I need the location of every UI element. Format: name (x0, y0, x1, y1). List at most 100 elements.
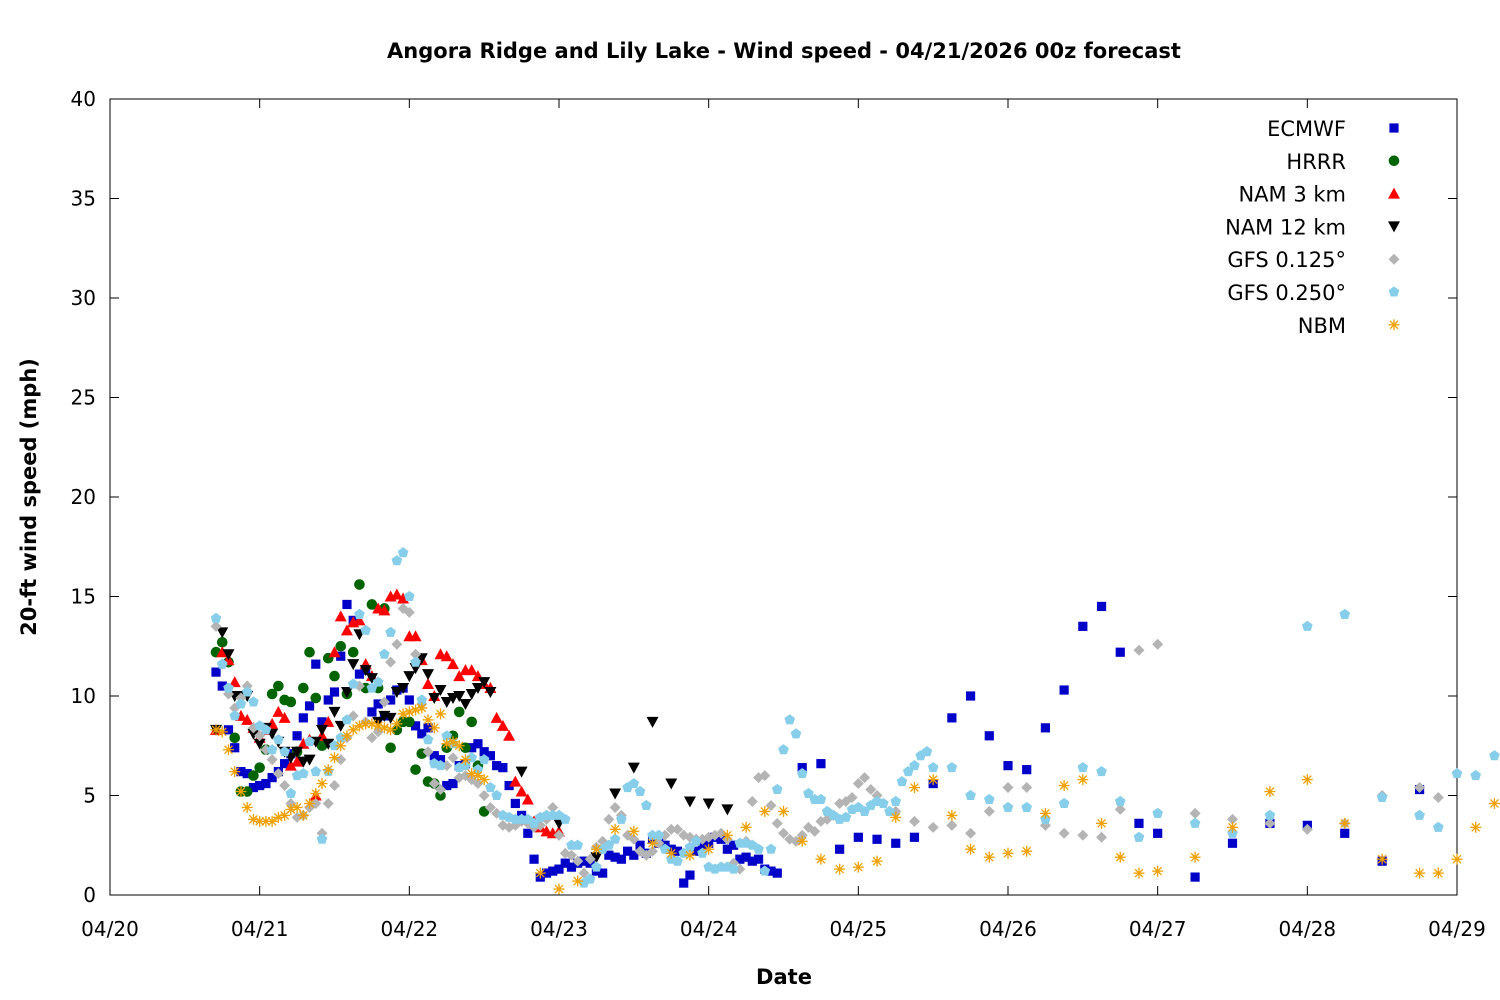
point-gfs-0-125 (1002, 782, 1014, 794)
point-ecmwf (1040, 723, 1051, 733)
point-gfs-0-125 (946, 819, 958, 831)
point-gfs-0-250 (372, 676, 384, 687)
point-nbm (590, 843, 602, 855)
point-gfs-0-125 (671, 823, 683, 835)
point-gfs-0-125 (609, 801, 621, 813)
legend-label-nam-12-km: NAM 12 km (1225, 215, 1346, 239)
point-nam-3-km (228, 676, 241, 688)
point-ecmwf (697, 840, 708, 850)
point-ecmwf (473, 739, 483, 749)
point-nbm (291, 801, 303, 813)
point-ecmwf (735, 854, 745, 864)
point-ecmwf (685, 870, 695, 880)
point-hrrr (460, 742, 471, 754)
point-ecmwf (298, 713, 308, 723)
point-nbm (1114, 851, 1126, 863)
legend-marker-nam-12-km (1388, 221, 1400, 233)
point-nbm (304, 797, 316, 809)
point-ecmwf (504, 780, 514, 791)
point-gfs-0-125 (859, 772, 871, 784)
point-gfs-0-125 (759, 770, 771, 782)
point-gfs-0-250 (435, 760, 446, 771)
point-ecmwf (541, 868, 552, 878)
point-ecmwf (311, 659, 321, 669)
point-hrrr (385, 742, 396, 754)
point-ecmwf (304, 701, 315, 711)
point-gfs-0-250 (304, 736, 315, 747)
point-nbm (241, 801, 253, 813)
point-nbm (360, 718, 372, 730)
point-hrrr (366, 599, 378, 610)
series-gfs-0-125 (210, 602, 1444, 879)
x-tick-label: 04/24 (680, 917, 738, 941)
point-nam-3-km (334, 610, 347, 622)
point-ecmwf (835, 844, 845, 854)
point-ecmwf (679, 878, 689, 888)
point-gfs-0-250 (784, 714, 796, 725)
point-hrrr (254, 762, 265, 773)
point-nbm (1096, 817, 1108, 829)
point-nbm (890, 811, 902, 823)
point-gfs-0-250 (697, 847, 708, 858)
legend-marker-ecmwf (1389, 123, 1399, 133)
x-tick-label: 04/25 (830, 917, 888, 941)
point-ecmwf (317, 717, 327, 727)
series-nam-12-km (210, 627, 734, 864)
point-nbm (1301, 774, 1313, 786)
point-nbm (965, 843, 977, 855)
point-gfs-0-125 (1058, 827, 1070, 839)
point-nbm (297, 809, 309, 821)
point-gfs-0-125 (385, 656, 397, 668)
point-nam-3-km (390, 588, 403, 600)
point-nam-12-km (253, 738, 266, 750)
x-tick-label: 04/29 (1428, 917, 1486, 941)
point-gfs-0-125 (272, 768, 284, 780)
point-gfs-0-125 (410, 648, 422, 660)
legend-marker-gfs-0-125 (1388, 253, 1400, 265)
point-gfs-0-125 (403, 606, 415, 618)
point-gfs-0-125 (771, 817, 783, 829)
point-nam-12-km (422, 669, 435, 681)
point-ecmwf (410, 721, 421, 731)
point-gfs-0-125 (366, 732, 378, 744)
point-ecmwf (429, 751, 439, 761)
point-nam-3-km (328, 646, 341, 658)
point-nam-12-km (359, 665, 372, 677)
point-nam-3-km (446, 658, 459, 670)
point-ecmwf (1078, 621, 1088, 631)
point-gfs-0-250 (391, 555, 403, 566)
point-nam-12-km (515, 766, 528, 778)
point-hrrr (347, 646, 359, 658)
point-ecmwf (442, 780, 452, 791)
point-ecmwf (485, 751, 496, 761)
point-ecmwf (267, 772, 277, 783)
point-ecmwf (741, 852, 751, 862)
point-nbm (235, 786, 247, 798)
point-gfs-0-250 (260, 724, 272, 735)
point-gfs-0-125 (553, 829, 565, 841)
point-ecmwf (248, 782, 259, 793)
point-gfs-0-250 (210, 612, 222, 623)
point-nam-12-km (316, 724, 329, 736)
point-nam-12-km (365, 673, 378, 685)
legend-marker-nam-3-km (1388, 187, 1400, 199)
point-ecmwf (891, 838, 901, 848)
point-gfs-0-125 (572, 855, 584, 867)
point-gfs-0-250 (229, 710, 241, 721)
point-gfs-0-250 (491, 789, 502, 801)
point-gfs-0-250 (796, 768, 808, 779)
point-nbm (1470, 821, 1482, 833)
point-gfs-0-250 (1432, 821, 1444, 832)
point-nbm (852, 861, 864, 873)
point-gfs-0-250 (728, 863, 739, 874)
point-nbm (778, 805, 789, 817)
point-ecmwf (242, 769, 252, 779)
point-nam-3-km (496, 719, 509, 731)
point-gfs-0-250 (965, 789, 976, 801)
point-gfs-0-250 (1302, 620, 1313, 631)
point-ecmwf (1022, 765, 1032, 775)
point-gfs-0-250 (609, 833, 621, 844)
point-gfs-0-125 (603, 813, 615, 825)
point-hrrr (266, 688, 278, 700)
